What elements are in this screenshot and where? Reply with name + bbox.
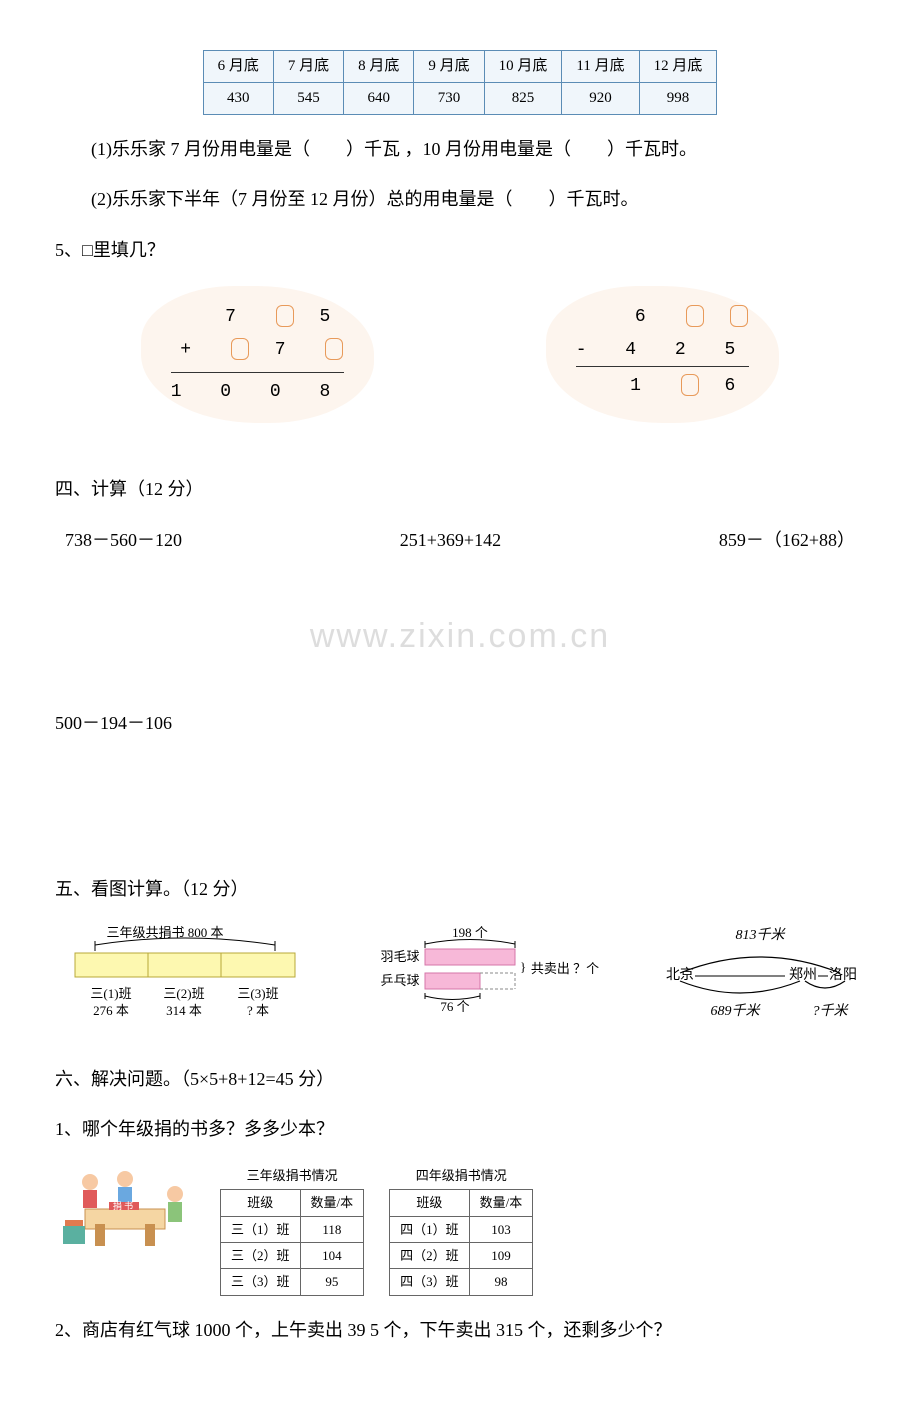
- svg-text:三(2)班: 三(2)班: [163, 986, 204, 1001]
- section-6-title: 六、解决问题。（5×5+8+12=45 分）: [55, 1063, 865, 1095]
- table-cell: 四（3）班: [390, 1269, 470, 1295]
- svg-text:捐 书: 捐 书: [113, 1200, 133, 1211]
- table-cell: 四（2）班: [390, 1243, 470, 1269]
- svg-text:198 个: 198 个: [452, 925, 488, 940]
- col-header: 数量/本: [300, 1190, 364, 1216]
- table-cell: 三（3）班: [221, 1269, 301, 1295]
- table-header: 9 月底: [414, 51, 484, 83]
- question-4-1: (1)乐乐家 7 月份用电量是（ ）千瓦 ，10 月份用电量是（ ）千瓦时。: [55, 133, 865, 165]
- table-cell: 118: [300, 1216, 364, 1242]
- distance-diagram: 813千米 北京 郑州 洛阳 689千米 ?千米: [655, 923, 865, 1023]
- table-cell: 三（1）班: [221, 1216, 301, 1242]
- question-4-2: (2)乐乐家下半年（7 月份至 12 月份）总的用电量是（ ）千瓦时。: [55, 183, 865, 215]
- addition-fill-box: 7 5+ 7 1 0 0 8: [141, 286, 375, 423]
- svg-text:三(1)班: 三(1)班: [90, 986, 131, 1001]
- table-cell: 95: [300, 1269, 364, 1295]
- svg-text:689千米: 689千米: [711, 1003, 762, 1019]
- svg-text:76 个: 76 个: [440, 999, 469, 1014]
- table-header: 11 月底: [562, 51, 639, 83]
- table-cell: 103: [469, 1216, 533, 1242]
- watermark-text: www.zixin.com.cn: [55, 606, 865, 667]
- section-5-title: 五、看图计算。（12 分）: [55, 873, 865, 905]
- subtraction-fill-box: 6 - 4 2 5 1 6: [546, 286, 780, 423]
- donation-tables-row: 捐 书 三年级捐书情况 班级数量/本 三（1）班118 三（2）班104 三（3…: [55, 1164, 865, 1296]
- table-title: 四年级捐书情况: [389, 1164, 533, 1187]
- svg-text:北京: 北京: [666, 967, 694, 983]
- col-header: 数量/本: [469, 1190, 533, 1216]
- diagram-row: 三年级共捐书 800 本 三(1)班 276 本 三(2)班 314 本 三(3…: [55, 923, 865, 1033]
- table-cell: 104: [300, 1243, 364, 1269]
- grade3-table: 班级数量/本 三（1）班118 三（2）班104 三（3）班95: [220, 1189, 364, 1296]
- svg-text:276 本: 276 本: [93, 1003, 129, 1018]
- svg-text:813千米: 813千米: [736, 927, 787, 943]
- svg-text:羽毛球: 羽毛球: [380, 949, 419, 964]
- table-header: 10 月底: [484, 51, 562, 83]
- meter-reading-table: 6 月底 7 月底 8 月底 9 月底 10 月底 11 月底 12 月底 43…: [203, 50, 718, 115]
- svg-text:共卖出 ？个: 共卖出 ？个: [531, 961, 599, 976]
- svg-text:郑州: 郑州: [789, 967, 817, 983]
- table-cell: 825: [484, 83, 562, 115]
- question-6-1: 1、哪个年级捐的书多？多多少本？: [55, 1113, 865, 1145]
- donation-illustration: 捐 书: [55, 1164, 195, 1249]
- table-cell: 640: [344, 83, 414, 115]
- svg-text:洛阳: 洛阳: [829, 967, 857, 983]
- table-title: 三年级捐书情况: [220, 1164, 364, 1187]
- question-6-2: 2、商店有红气球 1000 个，上午卖出 39 5 个，下午卖出 315 个，还…: [55, 1314, 865, 1346]
- table-header: 8 月底: [344, 51, 414, 83]
- table-cell: 998: [639, 83, 717, 115]
- svg-text:乒乓球: 乒乓球: [380, 973, 419, 988]
- calculation-row-1: 738－560－120 251+369+142 859－（162+88）: [55, 524, 865, 556]
- grade3-donation-block: 三年级捐书情况 班级数量/本 三（1）班118 三（2）班104 三（3）班95: [220, 1164, 364, 1296]
- svg-text:? 本: ? 本: [247, 1003, 269, 1018]
- calc-problem: 251+369+142: [400, 524, 501, 556]
- table-header: 12 月底: [639, 51, 717, 83]
- book-donation-diagram: 三年级共捐书 800 本 三(1)班 276 本 三(2)班 314 本 三(3…: [55, 923, 315, 1033]
- table-cell: 545: [273, 83, 343, 115]
- table-cell: 920: [562, 83, 639, 115]
- table-header: 7 月底: [273, 51, 343, 83]
- svg-text:?千米: ?千米: [813, 1003, 850, 1019]
- table-cell: 730: [414, 83, 484, 115]
- calc-problem: 738－560－120: [65, 524, 182, 556]
- col-header: 班级: [221, 1190, 301, 1216]
- ball-sales-diagram: 198 个 羽毛球 乒乓球 } 共卖出 ？个 76 个: [370, 923, 600, 1023]
- table-cell: 109: [469, 1243, 533, 1269]
- grade4-donation-block: 四年级捐书情况 班级数量/本 四（1）班103 四（2）班109 四（3）班98: [389, 1164, 533, 1296]
- grade4-table: 班级数量/本 四（1）班103 四（2）班109 四（3）班98: [389, 1189, 533, 1296]
- svg-text:314 本: 314 本: [166, 1003, 202, 1018]
- col-header: 班级: [390, 1190, 470, 1216]
- table-cell: 430: [203, 83, 273, 115]
- calc-problem: 859－（162+88）: [719, 524, 855, 556]
- calc-problem-4: 500－194－106: [55, 707, 865, 739]
- table-cell: 四（1）班: [390, 1216, 470, 1242]
- question-5-title: 5、□里填几？: [55, 234, 865, 266]
- section-4-title: 四、计算（12 分）: [55, 473, 865, 505]
- table-cell: 三（2）班: [221, 1243, 301, 1269]
- table-header: 6 月底: [203, 51, 273, 83]
- diagram1-title: 三年级共捐书 800 本: [106, 925, 223, 940]
- svg-text:三(3)班: 三(3)班: [237, 986, 278, 1001]
- svg-text:}: }: [520, 959, 526, 974]
- table-cell: 98: [469, 1269, 533, 1295]
- fill-box-problems: 7 5+ 7 1 0 0 8 6 - 4 2 5 1 6: [55, 286, 865, 423]
